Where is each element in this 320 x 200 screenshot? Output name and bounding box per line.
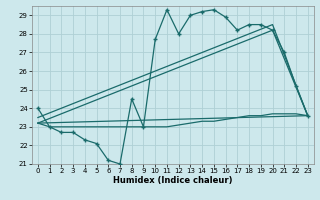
- X-axis label: Humidex (Indice chaleur): Humidex (Indice chaleur): [113, 176, 233, 185]
